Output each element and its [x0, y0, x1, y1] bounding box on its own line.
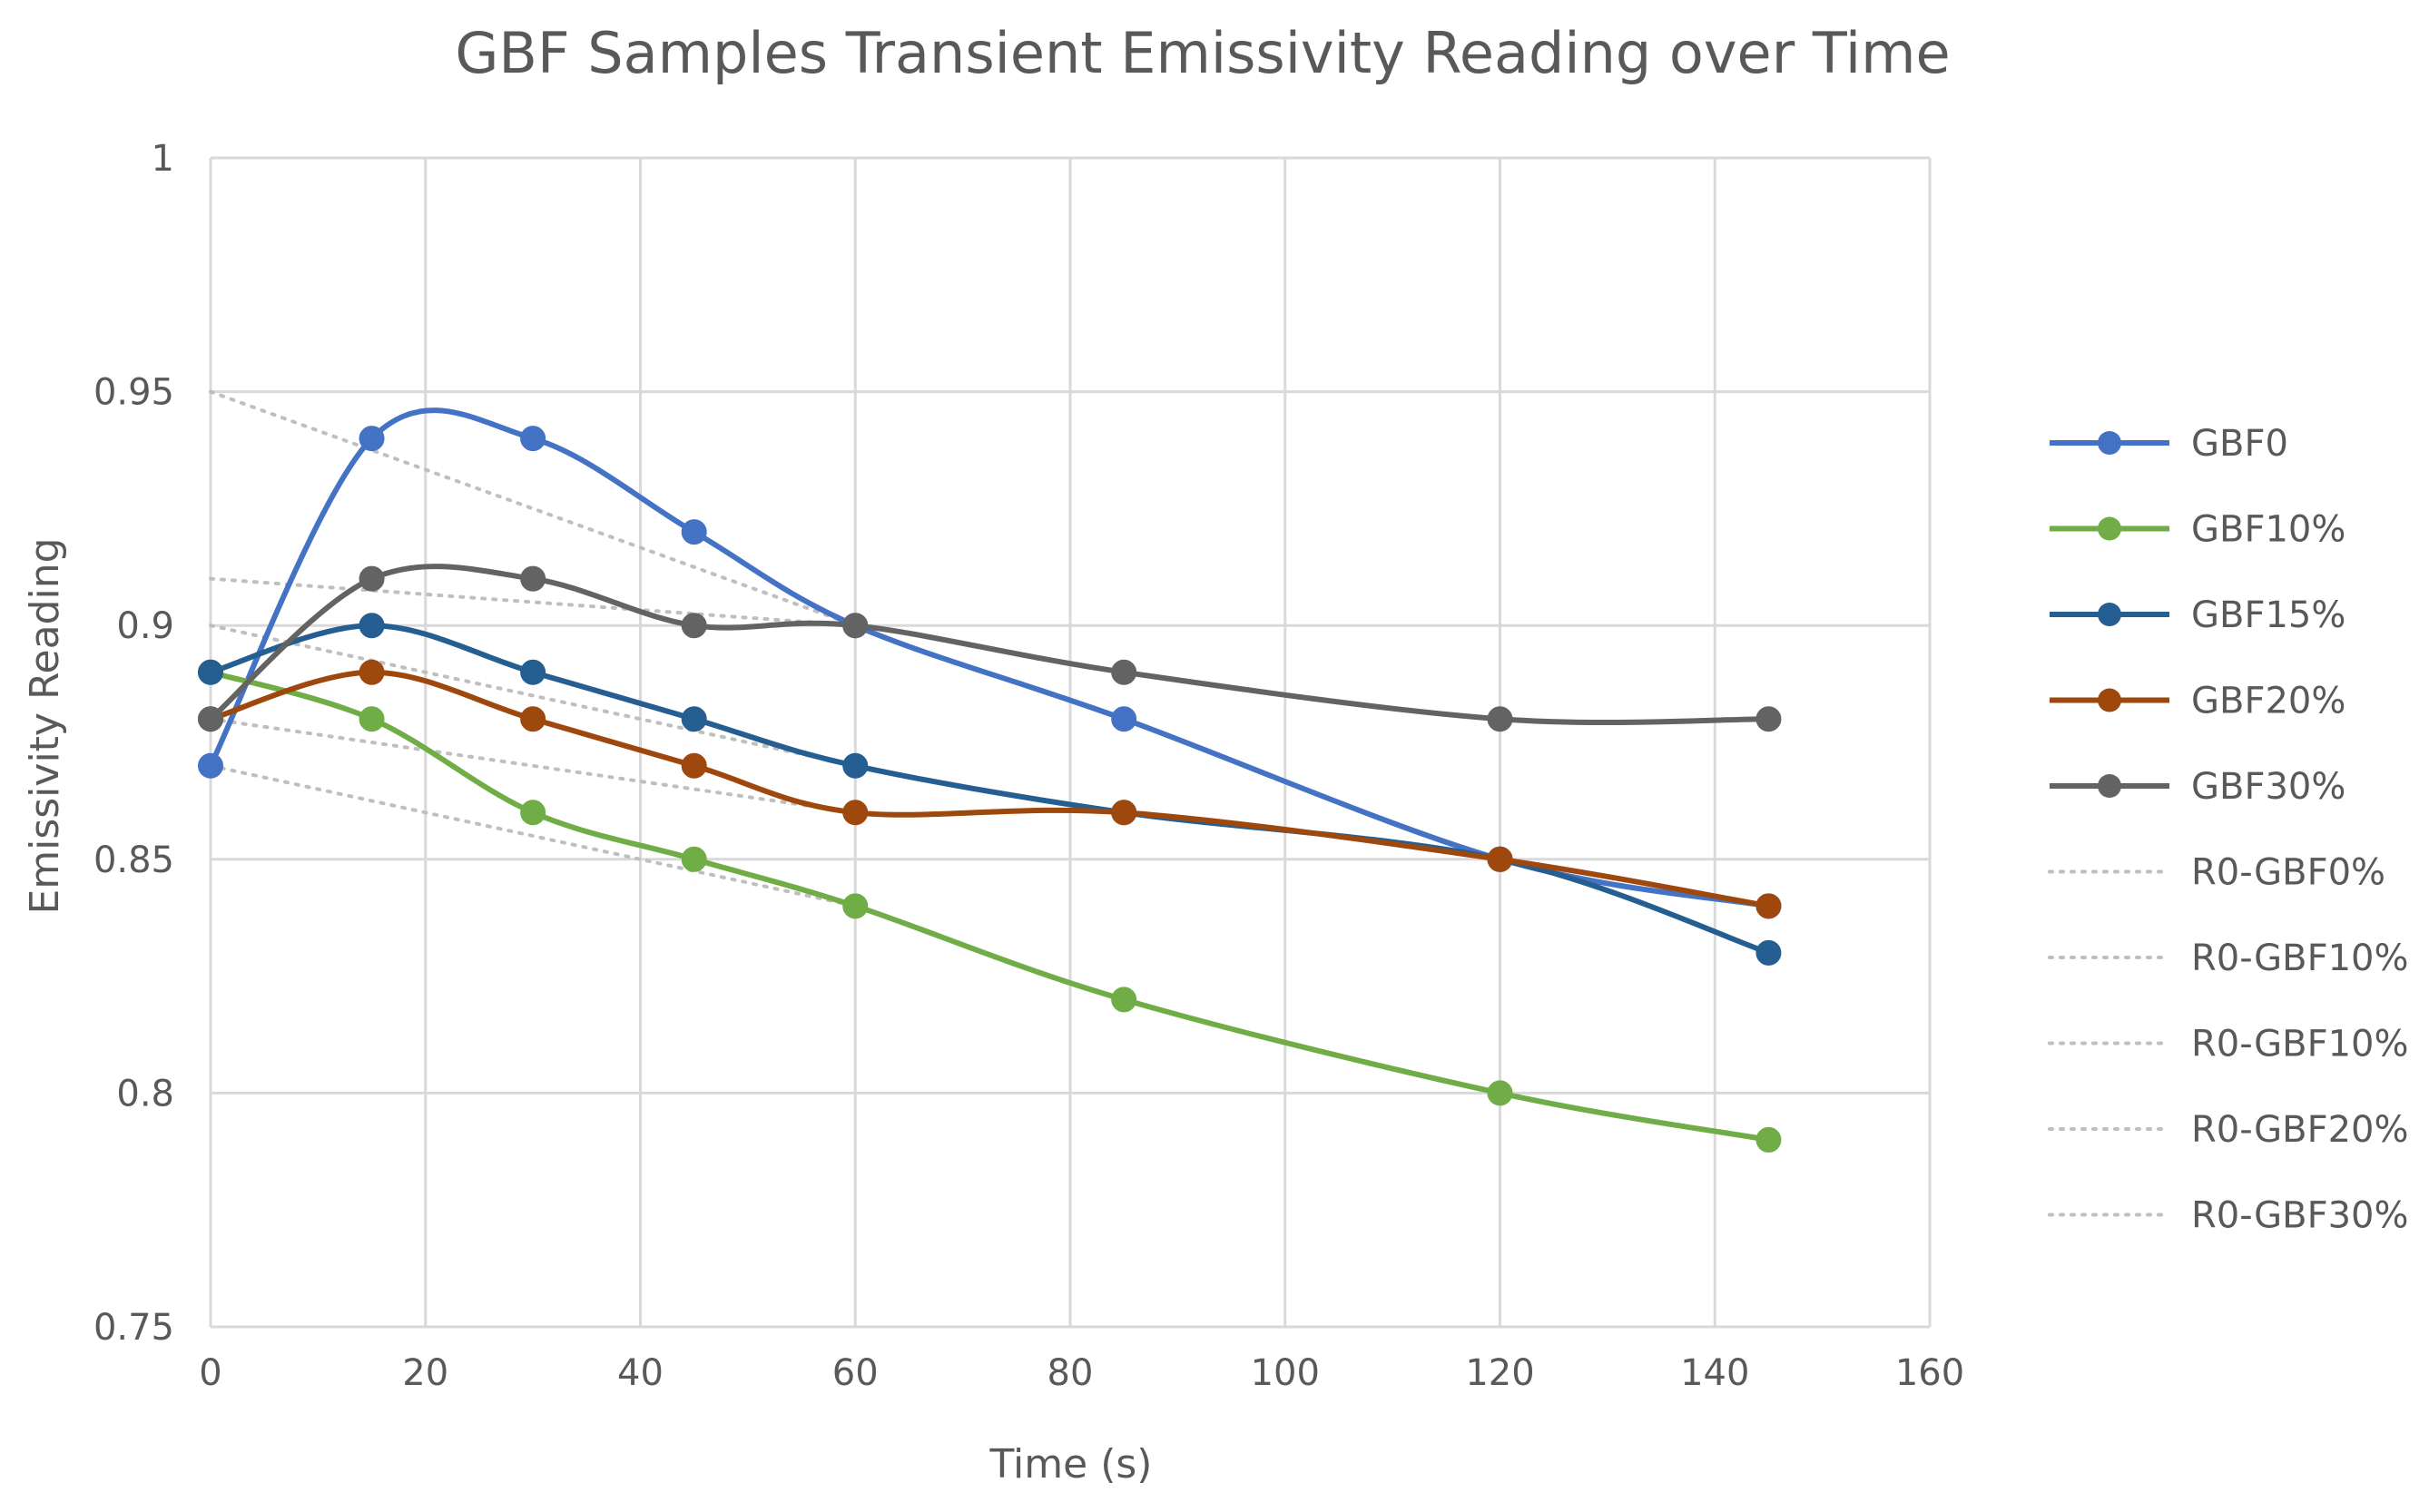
series-4-point-6: [1487, 706, 1513, 732]
series-markers: [198, 426, 1782, 1153]
x-tick-label: 100: [1251, 1352, 1320, 1394]
legend-label: R0-GBF0%: [2191, 852, 2385, 894]
series-2-point-2: [520, 659, 546, 685]
y-tick-label: 0.75: [93, 1307, 174, 1349]
legend-label: R0-GBF30%: [2191, 1195, 2409, 1237]
series-4-point-1: [359, 565, 385, 592]
x-tick-label: 160: [1895, 1352, 1964, 1394]
series-4-point-7: [1755, 706, 1782, 732]
x-tick-label: 40: [617, 1352, 664, 1394]
y-tick-label: 0.8: [116, 1073, 174, 1114]
series-3-point-2: [520, 706, 546, 732]
x-tick-label: 120: [1465, 1352, 1534, 1394]
vertical-gridlines: [209, 158, 1932, 1327]
y-tick-label: 1: [152, 138, 174, 180]
legend-marker-2: [2098, 603, 2121, 626]
series-2-point-3: [681, 706, 707, 732]
series-3-point-3: [681, 752, 707, 779]
legend-label: GBF20%: [2191, 681, 2345, 722]
trendline-3: [209, 717, 858, 815]
legend-label: R0-GBF10%: [2191, 938, 2409, 979]
series-1-point-2: [520, 800, 546, 826]
series-3-point-4: [842, 800, 869, 826]
y-tick-label: 0.9: [116, 605, 174, 647]
legend-label: GBF10%: [2191, 509, 2345, 551]
x-tick-label: 60: [832, 1352, 879, 1394]
legend: GBF0 GBF10% GBF15% GBF20% GBF30% R0-GBF0% R0-G…: [2048, 423, 2409, 1237]
series-3-point-6: [1487, 846, 1513, 872]
series-0-point-1: [359, 426, 385, 452]
trendlines: [209, 389, 858, 908]
series-2-point-7: [1755, 939, 1782, 966]
legend-label: GBF30%: [2191, 766, 2345, 808]
x-axis-title: Time (s): [989, 1441, 1153, 1487]
series-2-point-4: [842, 752, 869, 779]
series-4-point-3: [681, 613, 707, 639]
series-1-point-6: [1487, 1080, 1513, 1106]
series-1-point-1: [359, 706, 385, 732]
series-4-point-5: [1111, 659, 1137, 685]
series-4-point-2: [520, 565, 546, 592]
series-1-point-3: [681, 846, 707, 872]
x-tick-label: 140: [1680, 1352, 1749, 1394]
series-3-point-5: [1111, 800, 1137, 826]
horizontal-gridlines: [211, 156, 1930, 1329]
series-0-point-2: [520, 426, 546, 452]
x-tick-label: 80: [1047, 1352, 1094, 1394]
legend-label: GBF15%: [2191, 594, 2345, 636]
x-axis-tick-labels: 0 20 40 60 80 100 120 140 160: [199, 1352, 1964, 1394]
legend-marker-3: [2098, 688, 2121, 712]
legend-label: R0-GBF20%: [2191, 1109, 2409, 1151]
series-4-point-0: [198, 706, 223, 732]
legend-label: R0-GBF10%: [2191, 1024, 2409, 1065]
legend-marker-1: [2098, 516, 2121, 541]
series-1-point-7: [1755, 1126, 1782, 1153]
x-tick-label: 0: [199, 1352, 221, 1394]
legend-label: GBF0: [2191, 423, 2288, 465]
legend-marker-4: [2098, 774, 2121, 798]
series-2-point-0: [198, 659, 223, 685]
legend-marker-0: [2098, 431, 2121, 455]
series-3-point-7: [1755, 893, 1782, 919]
series-1-point-5: [1111, 987, 1137, 1013]
series-0-point-0: [198, 752, 223, 779]
chart-title: GBF Samples Transient Emissivity Reading…: [455, 20, 1950, 86]
trendline-1: [209, 763, 858, 908]
y-axis-title: Emissivity Reading: [22, 537, 68, 914]
series-0-point-3: [681, 519, 707, 545]
series-2-point-1: [359, 613, 385, 639]
trendline-2: [209, 623, 858, 768]
trendline-4: [209, 576, 858, 628]
series-1-point-4: [842, 893, 869, 919]
y-tick-label: 0.85: [93, 839, 174, 881]
x-tick-label: 20: [402, 1352, 448, 1394]
y-tick-label: 0.95: [93, 372, 174, 414]
series-3-point-1: [359, 659, 385, 685]
series-4-point-4: [842, 613, 869, 639]
y-axis-tick-labels: 0.75 0.8 0.85 0.9 0.95 1: [93, 138, 174, 1349]
series-0-point-5: [1111, 706, 1137, 732]
